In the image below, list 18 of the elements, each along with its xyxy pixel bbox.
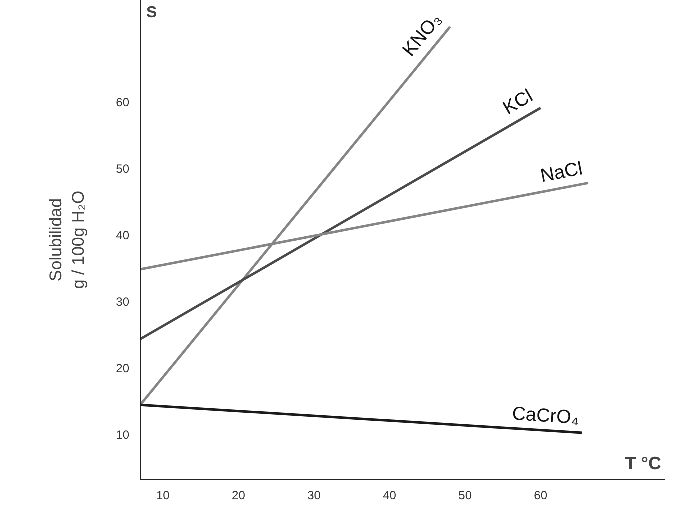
x-tick-label: 60 <box>534 488 548 502</box>
x-tick-label: 10 <box>156 488 170 502</box>
text: NaCl <box>539 158 584 188</box>
x-tick-label: 20 <box>232 488 246 502</box>
y-tick-label: 10 <box>116 428 130 442</box>
y-tick-label: 50 <box>116 162 130 176</box>
x-axis-title: T °C <box>625 454 662 474</box>
series-label: CaCrO₄ <box>512 404 580 430</box>
y-tick-label: 60 <box>116 96 130 110</box>
y-tick-label: 40 <box>116 228 130 243</box>
x-tick-label: 30 <box>308 488 322 502</box>
y-axis-title: Solubilidad g / 100g H₂O <box>46 190 88 290</box>
y-tick-label: 30 <box>116 294 130 309</box>
annotation: S <box>146 4 158 22</box>
x-tick-label: 50 <box>458 488 472 502</box>
text: KCl <box>500 86 537 120</box>
y-tick-label: 20 <box>116 361 130 376</box>
x-tick-label: 40 <box>383 488 397 502</box>
